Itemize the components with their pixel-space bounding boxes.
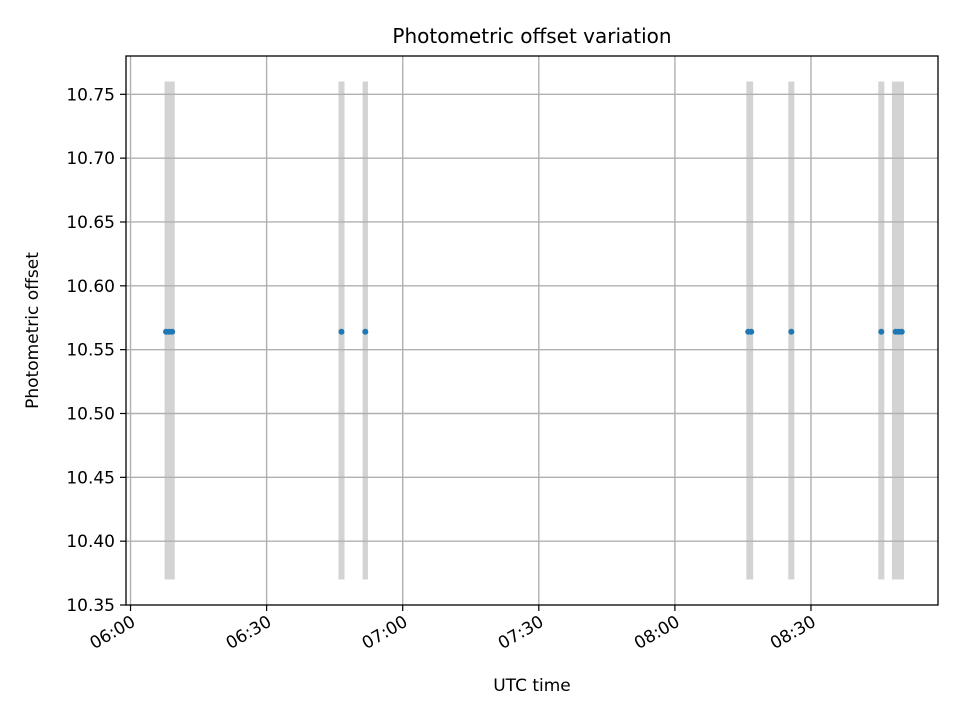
y-tick-label: 10.75 — [66, 85, 115, 105]
y-tick-label: 10.60 — [66, 277, 115, 297]
x-axis-label: UTC time — [493, 676, 571, 696]
y-tick-label: 10.55 — [66, 341, 115, 361]
plot-frame — [125, 55, 939, 606]
data-point — [898, 328, 905, 335]
chart-title: Photometric offset variation — [392, 24, 671, 48]
data-point — [338, 328, 345, 335]
y-tick-label: 10.70 — [66, 149, 115, 169]
data-point — [748, 328, 755, 335]
y-axis-label: Photometric offset — [23, 252, 43, 409]
data-point — [362, 328, 369, 335]
y-tick-label: 10.65 — [66, 213, 115, 233]
y-tick-label: 10.40 — [66, 532, 115, 552]
y-axis-ticks: 10.35 10.40 10.45 10.50 10.55 10.60 10.65 10.70… — [66, 85, 126, 616]
data-point — [169, 328, 176, 335]
data-point — [878, 328, 885, 335]
data-points — [163, 328, 905, 335]
y-tick-label: 10.50 — [66, 404, 115, 424]
grid — [126, 56, 938, 605]
data-point — [788, 328, 795, 335]
y-tick-label: 10.45 — [66, 468, 115, 488]
y-tick-label: 10.35 — [66, 596, 115, 616]
